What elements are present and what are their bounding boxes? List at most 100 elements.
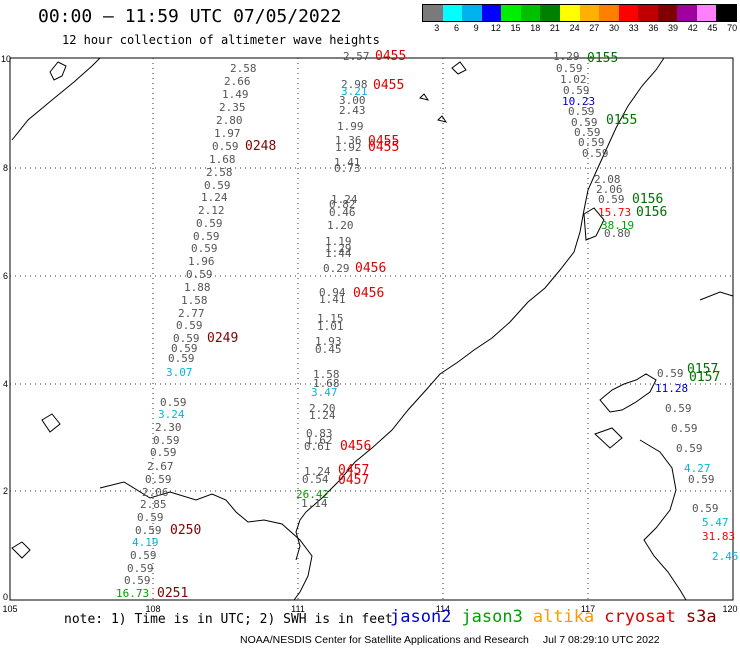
wave-height-label: 1.41	[319, 293, 346, 306]
wave-height-label: 0.29	[323, 262, 350, 275]
page-subtitle: 12 hour collection of altimeter wave hei…	[62, 33, 380, 47]
wave-height-label: 0.59	[563, 84, 590, 97]
palawan-south	[583, 207, 605, 241]
color-scale-swatch	[520, 5, 541, 21]
wave-height-label: 2.43	[339, 104, 366, 117]
wave-height-label: 4.27	[684, 462, 711, 475]
color-scale-swatch	[481, 5, 502, 21]
wave-height-label: 0.59	[204, 179, 231, 192]
pass-time-label: 0455	[368, 134, 399, 149]
color-scale-label: 3	[434, 23, 440, 33]
borneo-palawan-coast	[305, 57, 665, 513]
wave-height-label: 0.59	[568, 105, 595, 118]
wave-height-label: 0.59	[160, 396, 187, 409]
map-frame	[9, 57, 734, 601]
wave-height-label: 0.59	[171, 342, 198, 355]
page-title: 00:00 – 11:59 UTC 07/05/2022	[38, 6, 342, 27]
wave-height-label: 0.46	[329, 206, 356, 219]
legend-jason2: jason2	[390, 607, 452, 627]
wave-height-label: 1.41	[334, 156, 361, 169]
legend-s3a: s3a	[685, 607, 717, 627]
wave-height-label: 0.59	[571, 116, 598, 129]
pass-time-labels: 0455045504550455024804560456024904560457…	[157, 49, 720, 601]
lon-tick-labels: 105 108 111 114 117 120	[2, 604, 737, 614]
wave-height-label: 2.66	[224, 75, 251, 88]
pass-time-label: 0455	[373, 78, 404, 93]
wave-height-label: 15.73	[598, 206, 631, 219]
sulu-islands	[599, 373, 657, 413]
wave-height-label: 1.29	[325, 242, 352, 255]
wave-height-label: 1.14	[301, 497, 328, 510]
pass-time-label: 0155	[587, 51, 618, 66]
wave-height-label: 0.59	[212, 140, 239, 153]
color-scale-swatch	[442, 5, 463, 21]
pass-time-label: 0457	[338, 463, 369, 478]
color-scale-label: 6	[453, 23, 459, 33]
graticule	[10, 58, 733, 600]
wave-height-label: 38.19	[601, 219, 634, 232]
footer-timestamp: Jul 7 08:29:10 UTC 2022	[542, 634, 660, 646]
wave-height-label: 0.59	[598, 193, 625, 206]
wave-height-label: 0.59	[193, 230, 220, 243]
wave-height-label: 0.59	[665, 402, 692, 415]
wave-height-label: 1.36	[335, 134, 362, 147]
lat-tick-label: 4	[3, 379, 8, 389]
legend-cryosat: cryosat	[604, 607, 676, 627]
island-east	[594, 427, 623, 449]
color-scale-label: 39	[668, 23, 679, 33]
wave-height-label: 0.83	[306, 427, 333, 440]
footer-credit: NOAA/NESDIS Center for Satellite Applica…	[240, 634, 529, 646]
borneo-west-coast	[295, 511, 307, 561]
lon-tick-label: 117	[581, 604, 595, 614]
color-scale-label: 24	[569, 23, 580, 33]
pass-time-label: 0456	[353, 286, 384, 301]
wave-height-label: 2.06	[142, 486, 169, 499]
wave-height-label: 0.59	[676, 442, 703, 455]
wave-height-label: 1.62	[306, 434, 333, 447]
wave-height-label: 0.59	[657, 367, 684, 380]
color-scale-label: 21	[549, 23, 560, 33]
pass-time-label: 0456	[355, 261, 386, 276]
wave-height-label: 0.80	[604, 227, 631, 240]
wave-height-label: 1.24	[304, 465, 331, 478]
wave-height-label: 3.47	[311, 386, 338, 399]
wave-height-label: 2.58	[206, 166, 233, 179]
wave-height-label: 2.98	[341, 78, 368, 91]
wave-height-label: 0.59	[692, 502, 719, 515]
vietnam-coast	[11, 57, 101, 141]
pass-time-label: 0251	[157, 586, 188, 601]
wave-height-label: 1.99	[337, 120, 364, 133]
color-scale-swatch	[599, 5, 619, 21]
wave-height-label: 0.59	[135, 524, 162, 537]
wave-height-label: 0.59	[578, 136, 605, 149]
wave-height-label: 1.02	[560, 73, 587, 86]
wave-height-label: 11.28	[655, 382, 688, 395]
wave-height-label: 0.59	[196, 217, 223, 230]
wave-height-label: 1.88	[184, 281, 211, 294]
wave-height-label: 1.20	[327, 219, 354, 232]
pass-time-label: 0156	[632, 192, 663, 207]
wave-height-label: 0.59	[191, 242, 218, 255]
color-scale-swatch	[618, 5, 639, 21]
lat-tick-label: 2	[3, 486, 8, 496]
color-scale-bar	[422, 4, 737, 22]
wave-height-label: 1.44	[325, 247, 352, 260]
wave-height-label: 1.19	[325, 235, 352, 248]
satellite-legend: jason2 jason3 altika cryosat s3a	[390, 607, 727, 627]
wave-height-label: 2.35	[219, 101, 246, 114]
color-scale-label: 42	[687, 23, 698, 33]
wave-height-label: 0.59	[168, 352, 195, 365]
wave-height-label: 1.24	[331, 193, 358, 206]
wave-height-label: 5.47	[702, 516, 729, 529]
wave-height-label: 0.59	[137, 511, 164, 524]
wave-height-label: 0.59	[176, 319, 203, 332]
wave-height-label: 0.59	[145, 473, 172, 486]
wave-height-label: 2.80	[216, 114, 243, 127]
wave-height-label: 0.59	[671, 422, 698, 435]
wave-height-label: 3.07	[166, 366, 193, 379]
coast-fragment-e	[699, 291, 734, 301]
color-scale-swatch	[423, 5, 443, 21]
sulawesi-coast	[639, 439, 687, 601]
